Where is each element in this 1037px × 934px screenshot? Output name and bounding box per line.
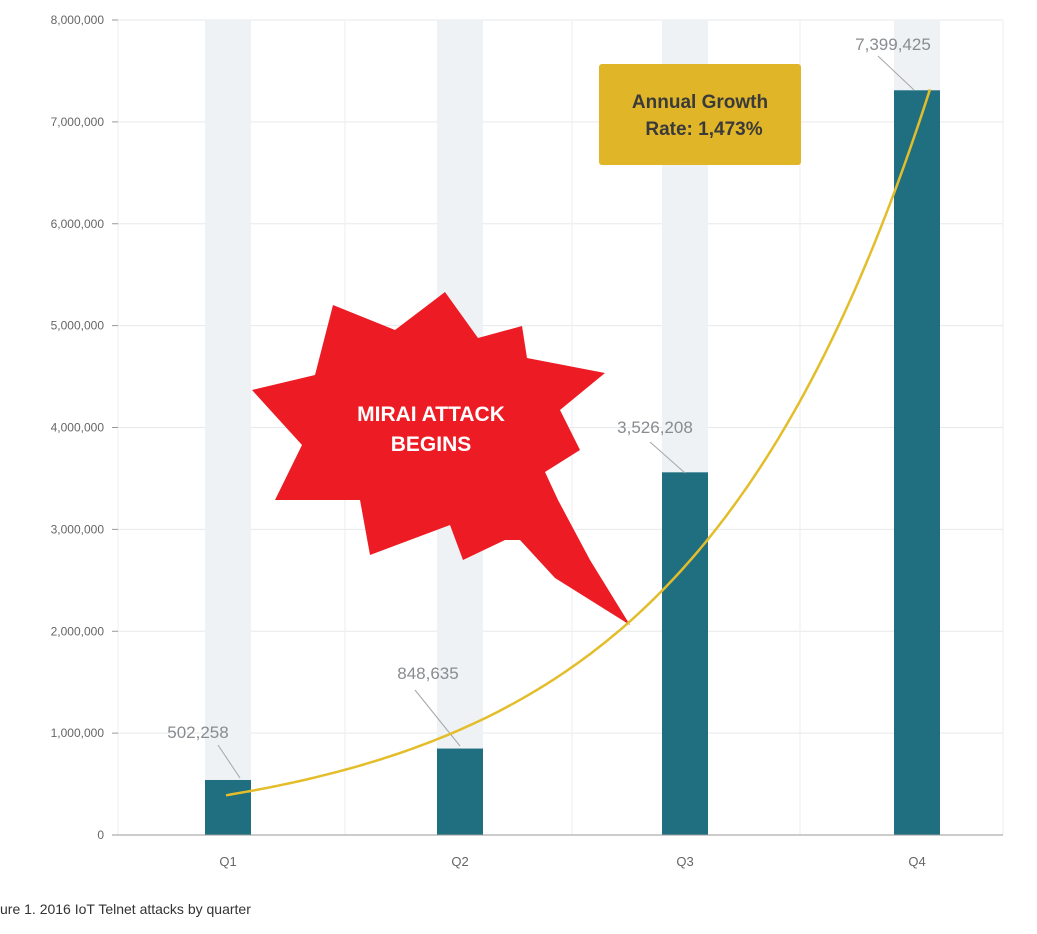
y-tick-label: 8,000,000 xyxy=(51,13,105,27)
bar-q4 xyxy=(894,90,940,835)
x-tick-label: Q3 xyxy=(676,854,693,869)
y-tick-label: 6,000,000 xyxy=(51,217,105,231)
burst-text-line2: BEGINS xyxy=(391,433,472,456)
burst-shape xyxy=(252,292,630,625)
bar-q1 xyxy=(205,779,251,835)
axes: 0 1,000,000 2,000,000 3,000,000 4,000,000 5,0… xyxy=(51,13,1003,869)
x-tick-label: Q2 xyxy=(451,854,468,869)
y-tick-label: 2,000,000 xyxy=(51,624,105,638)
figure-caption: ure 1. 2016 IoT Telnet attacks by quarte… xyxy=(0,901,251,917)
label-leaders xyxy=(217,55,915,779)
data-label: 848,635 xyxy=(397,664,458,683)
callout-box xyxy=(599,64,801,165)
callout-text-line2: Rate: 1,473% xyxy=(645,119,762,140)
y-tick-label: 7,000,000 xyxy=(51,115,105,129)
leader-line xyxy=(217,744,241,779)
leader-line xyxy=(414,689,461,747)
x-tick-label: Q1 xyxy=(219,854,236,869)
data-label: 7,399,425 xyxy=(855,35,931,54)
bar-q3 xyxy=(662,472,708,835)
y-tick-label: 4,000,000 xyxy=(51,421,105,435)
data-labels: 502,258 848,635 3,526,208 7,399,425 xyxy=(167,35,931,742)
y-tick-label: 0 xyxy=(97,828,104,842)
leader-line xyxy=(877,55,915,91)
callout-text-line1: Annual Growth xyxy=(632,92,768,113)
data-label: 502,258 xyxy=(167,723,228,742)
data-label: 3,526,208 xyxy=(617,418,693,437)
y-tick-label: 3,000,000 xyxy=(51,522,105,536)
leader-line xyxy=(649,441,686,474)
y-tick-label: 5,000,000 xyxy=(51,319,105,333)
mirai-burst: MIRAI ATTACK BEGINS xyxy=(252,292,630,625)
y-tick-label: 1,000,000 xyxy=(51,726,105,740)
bar-background xyxy=(205,20,251,835)
x-tick-label: Q4 xyxy=(908,854,925,869)
growth-rate-callout: Annual Growth Rate: 1,473% xyxy=(599,64,801,165)
burst-text-line1: MIRAI ATTACK xyxy=(357,403,505,426)
bars xyxy=(205,90,940,835)
bar-q2 xyxy=(437,748,483,835)
trend-line xyxy=(225,88,932,797)
